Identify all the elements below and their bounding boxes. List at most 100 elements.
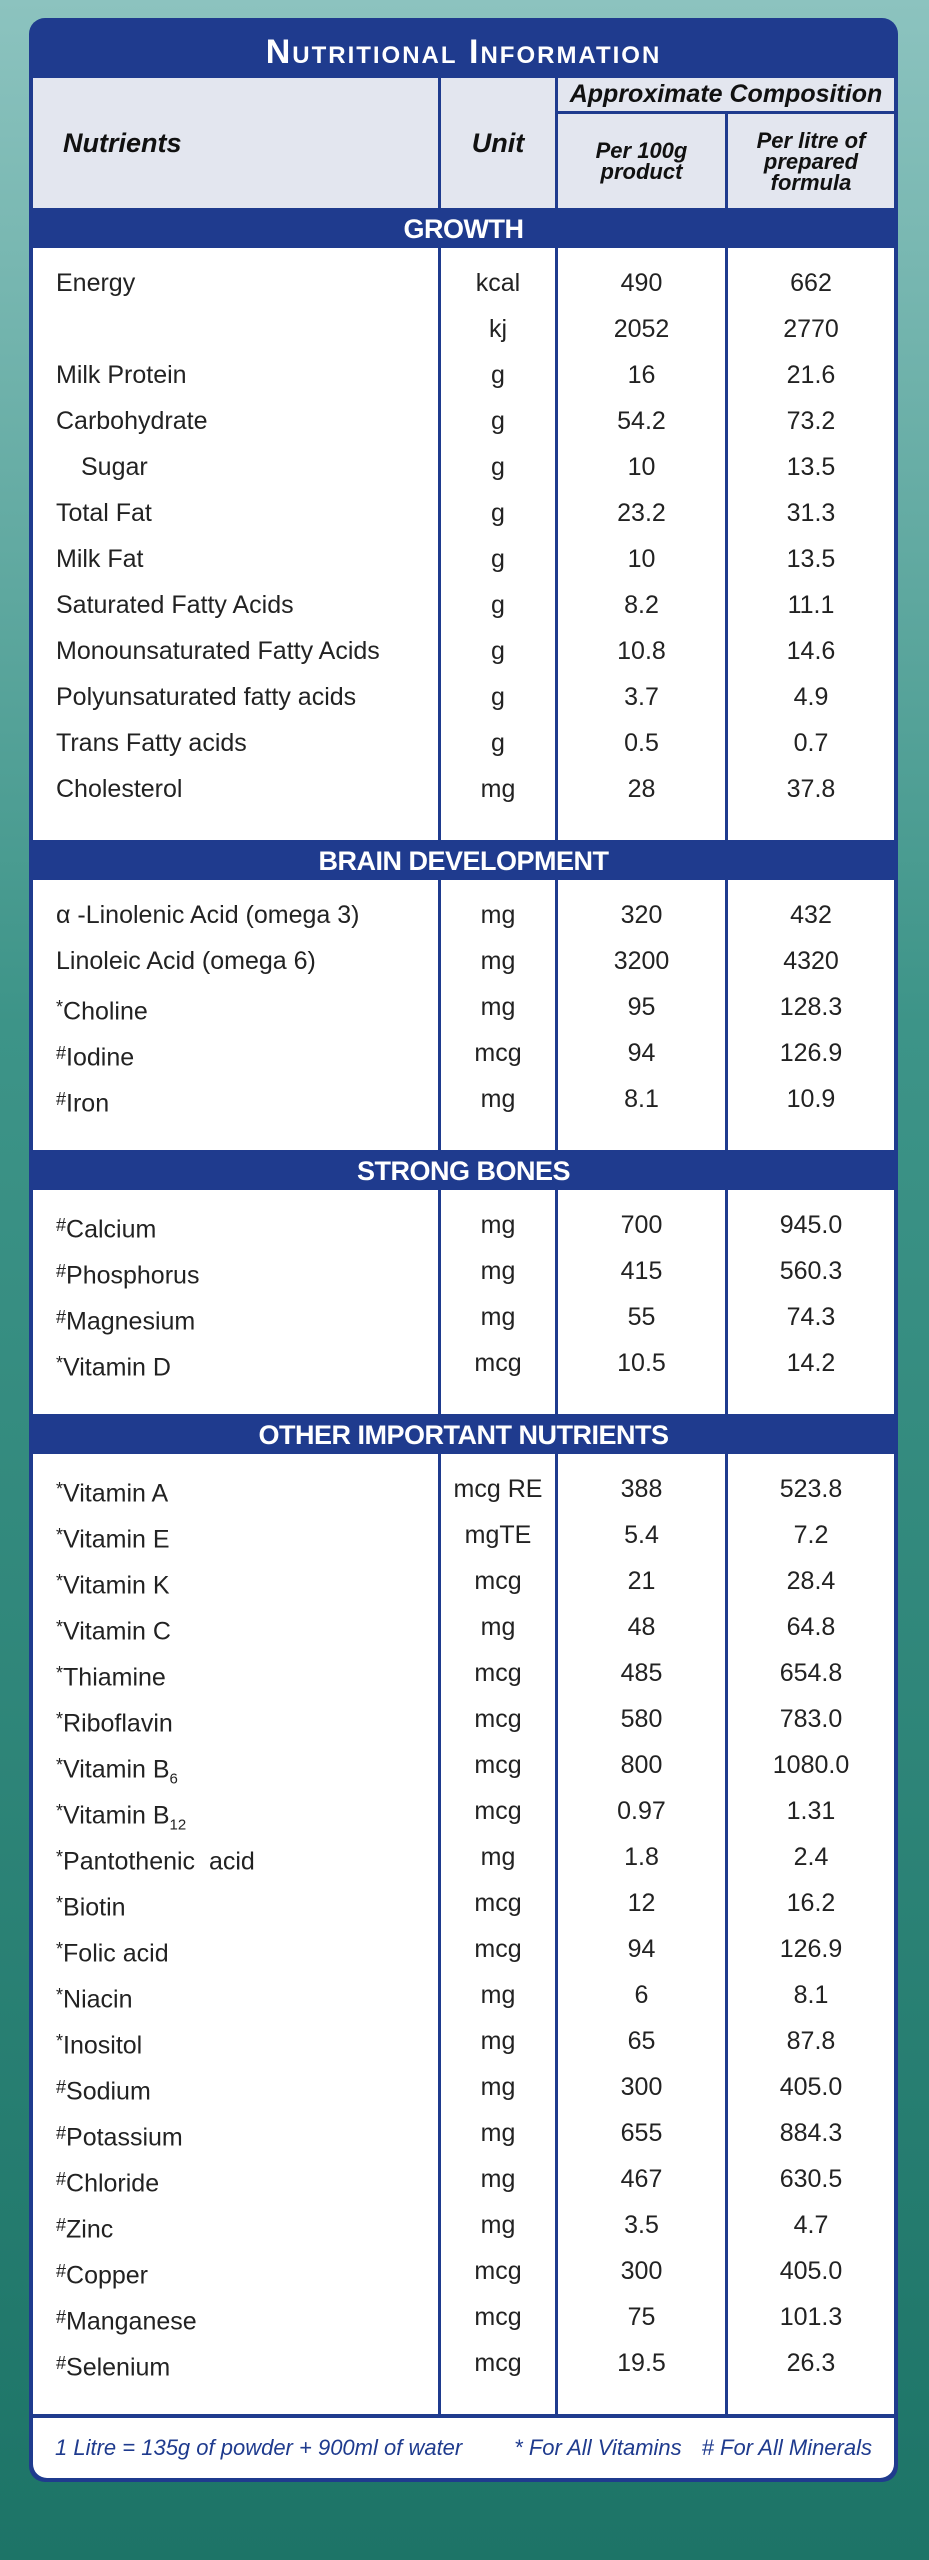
unit: g	[438, 674, 555, 720]
nutrient-label: Manganese	[66, 2307, 197, 2336]
spacer	[725, 812, 894, 840]
unit: mcg	[438, 2248, 555, 2294]
per-100g: 485	[555, 1650, 725, 1696]
unit: mg	[438, 2064, 555, 2110]
unit: mcg	[438, 1340, 555, 1386]
per-litre: 11.1	[725, 582, 894, 628]
per-litre: 4.9	[725, 674, 894, 720]
spacer	[725, 2386, 894, 2414]
footnote-mark: *	[56, 2031, 64, 2051]
nutrient-label: Riboflavin	[63, 1709, 173, 1738]
nutrient-name: *Vitamin C	[33, 1604, 438, 1650]
nutrient-name: #Potassium	[33, 2110, 438, 2156]
header-nutrients: Nutrients	[63, 127, 182, 158]
nutrient-name: Polyunsaturated fatty acids	[33, 674, 438, 720]
per-litre: 21.6	[725, 352, 894, 398]
nutrient-name: #Iodine	[33, 1030, 438, 1076]
spacer	[555, 1454, 725, 1466]
footnote-mark: *	[56, 1353, 64, 1373]
nutrient-label: α -Linolenic Acid (omega 3)	[56, 901, 360, 929]
spacer	[555, 248, 725, 260]
footnote-mark: *	[56, 997, 64, 1017]
spacer	[555, 812, 725, 840]
footnote-mark: *	[56, 1985, 64, 2005]
spacer	[438, 1386, 555, 1414]
per-litre: 87.8	[725, 2018, 894, 2064]
nutrient-label: Selenium	[66, 2353, 171, 2382]
unit: mg	[438, 938, 555, 984]
spacer	[33, 880, 438, 892]
nutrient-name: *Thiamine	[33, 1650, 438, 1696]
section-body: α -Linolenic Acid (omega 3) mg 320 432 Linol…	[33, 880, 894, 1150]
nutrient-label: Cholesterol	[56, 775, 183, 803]
nutrient-name: Carbohydrate	[33, 398, 438, 444]
per-litre: 16.2	[725, 1880, 894, 1926]
spacer	[725, 1386, 894, 1414]
section-body: #Calcium mg 700 945.0 #Phosphorus mg 415 560.3 #…	[33, 1190, 894, 1414]
unit: mg	[438, 1248, 555, 1294]
spacer	[725, 1190, 894, 1202]
per-litre: 7.2	[725, 1512, 894, 1558]
nutrient-name: *Biotin	[33, 1880, 438, 1926]
per-litre: 13.5	[725, 444, 894, 490]
per-litre: 405.0	[725, 2064, 894, 2110]
unit: mg	[438, 1294, 555, 1340]
nutrient-label: Potassium	[66, 2123, 183, 2152]
spacer	[438, 812, 555, 840]
per-litre: 560.3	[725, 1248, 894, 1294]
nutrient-name: #Phosphorus	[33, 1248, 438, 1294]
spacer	[33, 1454, 438, 1466]
nutrient-label: Pantothenic acid	[63, 1847, 255, 1876]
nutrient-label: Vitamin B	[63, 1801, 170, 1830]
footnote-mark: *	[56, 1755, 64, 1775]
per-100g: 55	[555, 1294, 725, 1340]
per-litre: 31.3	[725, 490, 894, 536]
per-litre: 128.3	[725, 984, 894, 1030]
section-title: GROWTH	[403, 214, 524, 244]
per-100g: 320	[555, 892, 725, 938]
nutrient-name: Monounsaturated Fatty Acids	[33, 628, 438, 674]
per-100g: 300	[555, 2248, 725, 2294]
per-litre: 405.0	[725, 2248, 894, 2294]
unit: g	[438, 628, 555, 674]
nutrient-name: *Vitamin E	[33, 1512, 438, 1558]
footnote-mark: *	[56, 1525, 64, 1545]
footnote-mark: #	[56, 1043, 67, 1063]
per-100g: 800	[555, 1742, 725, 1788]
per-litre: 662	[725, 260, 894, 306]
spacer	[438, 1190, 555, 1202]
unit: g	[438, 490, 555, 536]
nutrient-name: #Calcium	[33, 1202, 438, 1248]
header-unit: Unit	[438, 78, 555, 208]
footnote-mark: #	[56, 2261, 67, 2281]
unit: g	[438, 444, 555, 490]
unit: mcg	[438, 1926, 555, 1972]
sections: GROWTH Energy kcal 490 662 kj 2052 2770 Milk Pro…	[33, 208, 894, 2414]
per-litre: 10.9	[725, 1076, 894, 1122]
per-litre: 28.4	[725, 1558, 894, 1604]
nutrient-name: #Selenium	[33, 2340, 438, 2386]
per-100g: 0.97	[555, 1788, 725, 1834]
nutrient-label: Monounsaturated Fatty Acids	[56, 637, 380, 665]
per-litre: 14.6	[725, 628, 894, 674]
footer-vitamins: * For All Vitamins	[514, 2435, 682, 2460]
nutrient-name	[33, 306, 438, 352]
per-100g: 2052	[555, 306, 725, 352]
footnote-mark: #	[56, 2123, 67, 2143]
nutrient-label: Phosphorus	[66, 1261, 200, 1290]
footer: 1 Litre = 135g of powder + 900ml of wate…	[33, 2418, 894, 2478]
unit: mcg	[438, 1696, 555, 1742]
per-litre: 432	[725, 892, 894, 938]
spacer	[725, 1454, 894, 1466]
spacer	[438, 248, 555, 260]
per-100g: 3.7	[555, 674, 725, 720]
spacer	[555, 1190, 725, 1202]
per-litre: 8.1	[725, 1972, 894, 2018]
unit: mcg	[438, 1742, 555, 1788]
nutrient-name: *Vitamin B6	[33, 1742, 438, 1788]
spacer	[725, 1122, 894, 1150]
footer-minerals: # For All Minerals	[701, 2435, 872, 2460]
nutrient-name: *Inositol	[33, 2018, 438, 2064]
unit: mcg	[438, 2340, 555, 2386]
nutrient-name: #Manganese	[33, 2294, 438, 2340]
